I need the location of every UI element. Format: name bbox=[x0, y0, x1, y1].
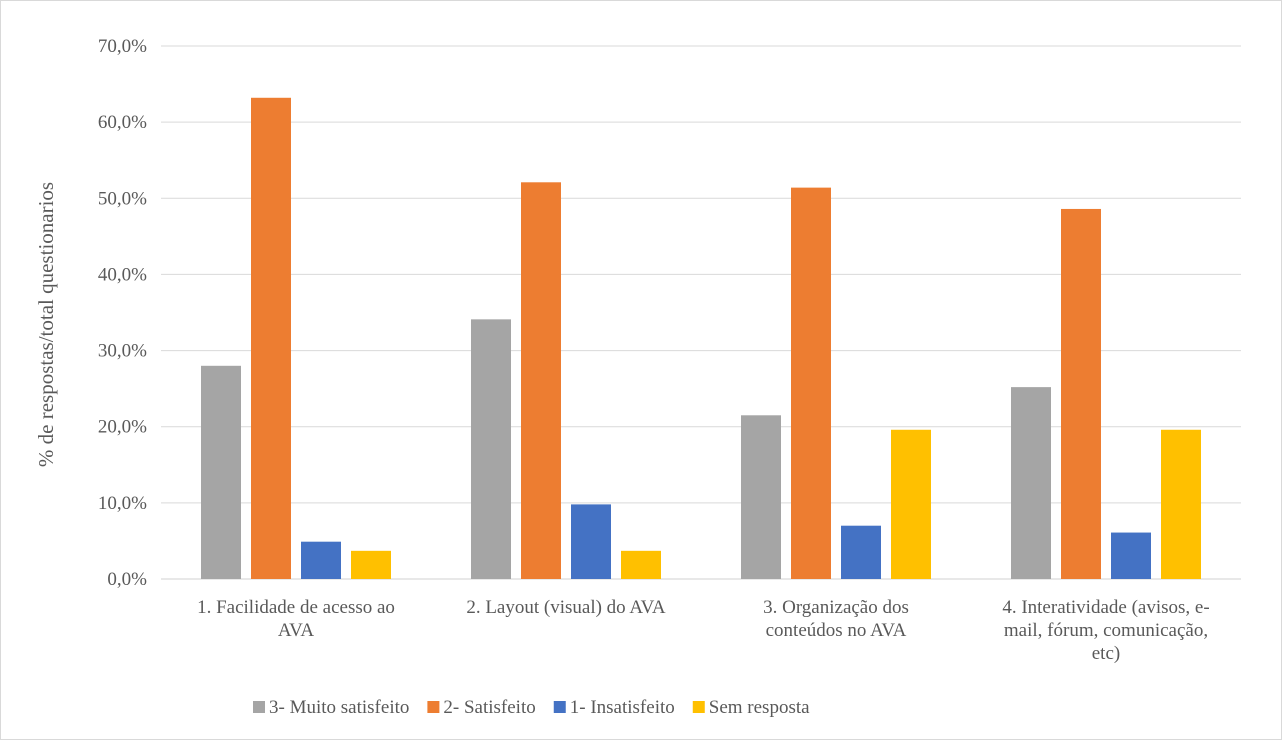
bar-1-insatisfeito-2 bbox=[571, 504, 611, 579]
bar-sem-resposta-1 bbox=[351, 550, 391, 579]
legend-label: 2- Satisfeito bbox=[443, 697, 535, 718]
legend-swatch bbox=[427, 701, 440, 713]
bar-sem-resposta-4 bbox=[1161, 429, 1201, 579]
category-label: 4. Interatividade (avisos, e-mail, fórum… bbox=[1002, 597, 1209, 664]
category-label: 2. Layout (visual) do AVA bbox=[466, 597, 666, 618]
category-label-line: conteúdos no AVA bbox=[766, 620, 907, 641]
bar-1-insatisfeito-3 bbox=[841, 525, 881, 579]
legend-swatch bbox=[253, 701, 265, 713]
bar-2-satisfeito-4 bbox=[1061, 208, 1101, 579]
y-tick-label: 30,0% bbox=[98, 341, 147, 362]
category-label-line: 2. Layout (visual) do AVA bbox=[466, 597, 666, 618]
y-axis-title: % de respostas/total questionarios bbox=[34, 182, 58, 467]
y-tick-label: 0,0% bbox=[107, 569, 147, 590]
category-label: 1. Facilidade de acesso ao AVA bbox=[197, 597, 395, 641]
legend-swatch bbox=[553, 701, 566, 713]
category-label-line: 3. Organização dos bbox=[763, 597, 909, 618]
bar-2-satisfeito-2 bbox=[521, 182, 561, 579]
bar-1-insatisfeito-4 bbox=[1111, 532, 1151, 579]
legend-label: 1- Insatisfeito bbox=[570, 697, 675, 718]
bar-3-muito-satisfeito-3 bbox=[741, 415, 781, 579]
bar-sem-resposta-2 bbox=[621, 550, 661, 579]
y-tick-label: 10,0% bbox=[98, 493, 147, 514]
category-label: 3. Organização dos conteúdos no AVA bbox=[763, 597, 909, 641]
bar-3-muito-satisfeito-4 bbox=[1011, 387, 1051, 579]
y-tick-label: 50,0% bbox=[98, 188, 147, 209]
legend-swatch bbox=[692, 701, 705, 713]
bars bbox=[201, 97, 1201, 579]
x-axis-categories: 1. Facilidade de acesso ao AVA 2. Layout (… bbox=[197, 597, 1210, 664]
y-tick-label: 70,0% bbox=[98, 36, 147, 57]
legend-label: 3- Muito satisfeito bbox=[269, 697, 409, 718]
category-label-line: mail, fórum, comunicação, bbox=[1004, 620, 1208, 641]
category-label-line: 4. Interatividade (avisos, e- bbox=[1002, 597, 1209, 618]
category-label-line: AVA bbox=[278, 620, 315, 641]
y-tick-label: 40,0% bbox=[98, 264, 147, 285]
category-label-line: 1. Facilidade de acesso ao bbox=[197, 597, 395, 618]
bar-sem-resposta-3 bbox=[891, 429, 931, 579]
category-label-line: etc) bbox=[1092, 643, 1120, 664]
legend: 3- Muito satisfeito 2- Satisfeito 1- Insat… bbox=[253, 697, 810, 718]
bar-3-muito-satisfeito-1 bbox=[201, 365, 241, 579]
y-tick-label: 20,0% bbox=[98, 417, 147, 438]
y-axis-ticks: 0,0% 10,0% 20,0% 30,0% 40,0% 50,0% 60,0% 70,0% bbox=[98, 36, 147, 590]
bar-2-satisfeito-3 bbox=[791, 187, 831, 579]
legend-label: Sem resposta bbox=[709, 697, 810, 718]
bar-1-insatisfeito-1 bbox=[301, 541, 341, 579]
bar-3-muito-satisfeito-2 bbox=[471, 319, 511, 579]
y-tick-label: 60,0% bbox=[98, 112, 147, 133]
bar-2-satisfeito-1 bbox=[251, 97, 291, 579]
